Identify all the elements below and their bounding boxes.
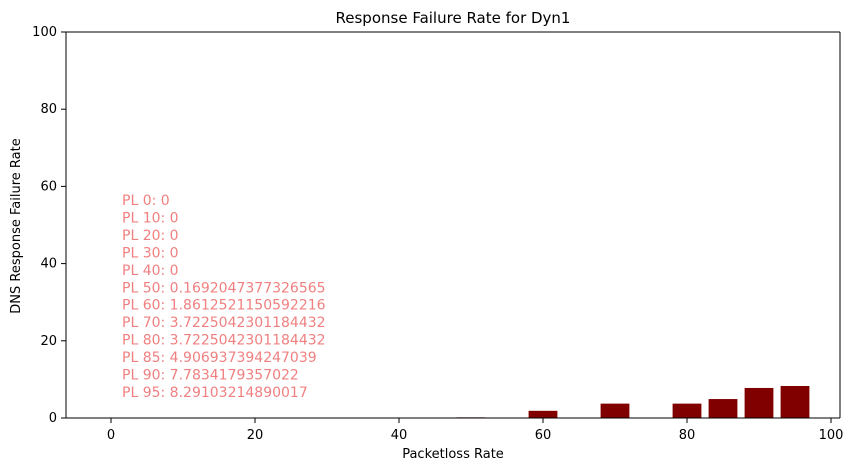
annotation-line: PL 20: 0 [122,228,179,244]
annotation-line: PL 85: 4.906937394247039 [122,350,317,366]
annotation-line: PL 70: 3.7225042301184432 [122,315,326,331]
y-tick-label-100: 100 [32,25,57,40]
bar-pl-85 [708,399,738,418]
annotation-line: PL 95: 8.29103214890017 [122,385,308,401]
annotation-line: PL 40: 0 [122,263,179,279]
y-tick-label-40: 40 [40,257,57,272]
annotation-line: PL 0: 0 [122,193,170,209]
x-axis-label: Packetloss Rate [402,447,504,462]
annotation-line: PL 60: 1.8612521150592216 [122,298,326,314]
x-tick-label-40: 40 [391,428,408,443]
y-tick-label-60: 60 [40,179,57,194]
y-axis: 0 20 40 60 80 100 [32,25,841,426]
bar-pl-80 [672,403,702,418]
x-tick-label-80: 80 [679,428,696,443]
annotation-line: PL 80: 3.7225042301184432 [122,333,326,349]
plot-area [66,32,840,418]
bar-pl-95 [780,385,810,418]
y-tick-label-20: 20 [40,334,57,349]
bar-pl-90 [744,387,774,418]
x-tick-label-20: 20 [247,428,264,443]
y-tick-label-80: 80 [40,102,57,117]
y-tick-label-0: 0 [49,411,57,426]
x-tick-label-100: 100 [819,428,844,443]
annotation-line: PL 90: 7.7834179357022 [122,368,299,384]
chart-title: Response Failure Rate for Dyn1 [336,9,571,27]
x-tick-label-60: 60 [535,428,552,443]
bar-pl-70 [600,403,630,418]
annotation-box: PL 0: 0PL 10: 0PL 20: 0PL 30: 0PL 40: 0P… [122,193,326,401]
x-tick-label-0: 0 [107,428,115,443]
bar-pl-60 [528,410,558,418]
y-axis-label: DNS Response Failure Rate [9,138,24,313]
annotation-line: PL 50: 0.1692047377326565 [122,280,326,296]
x-axis: 0 20 40 60 80 100 [66,31,844,443]
annotation-line: PL 30: 0 [122,245,179,261]
plot-background [66,32,840,418]
annotation-line: PL 10: 0 [122,210,179,226]
